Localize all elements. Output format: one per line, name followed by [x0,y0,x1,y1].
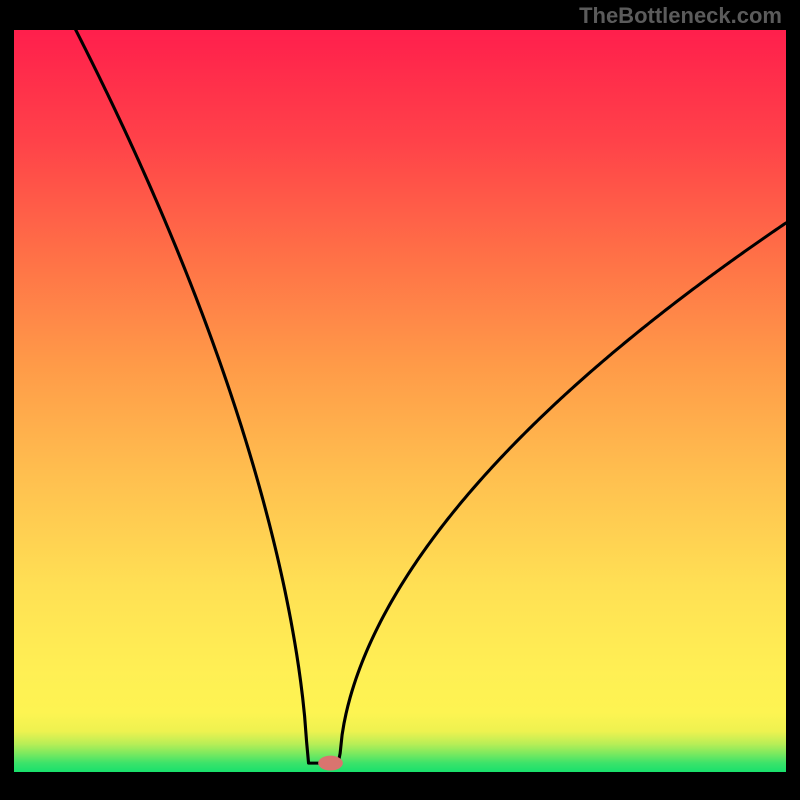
bottleneck-curve [14,30,786,772]
watermark-text: TheBottleneck.com [579,3,782,29]
curve-path [76,30,786,763]
bottleneck-chart [14,30,786,772]
ideal-marker [318,756,343,771]
chart-frame [0,0,800,800]
